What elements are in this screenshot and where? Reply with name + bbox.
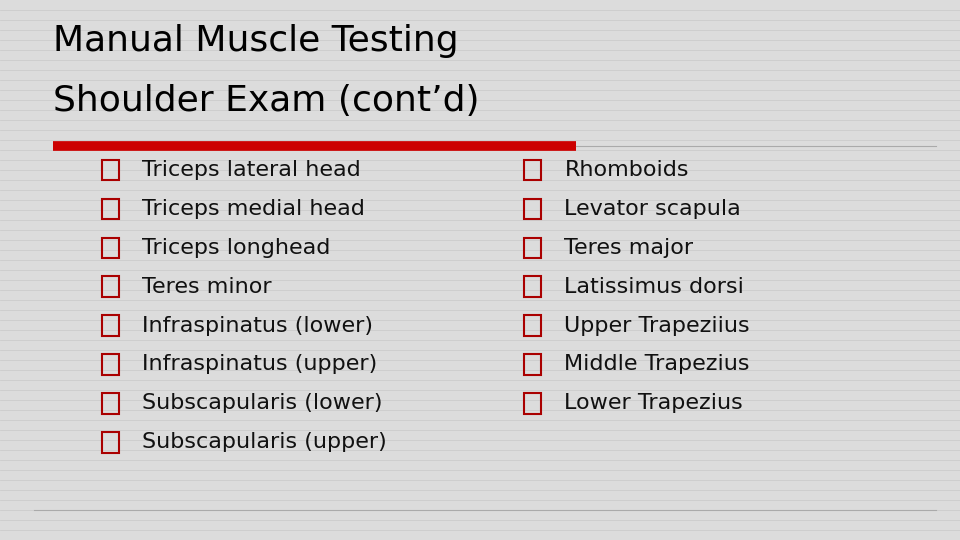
Bar bbox=[102, 315, 119, 336]
Bar bbox=[524, 393, 541, 414]
Text: Subscapularis (upper): Subscapularis (upper) bbox=[142, 432, 387, 453]
Text: Upper Trapeziius: Upper Trapeziius bbox=[564, 315, 750, 336]
Text: Rhomboids: Rhomboids bbox=[564, 160, 689, 180]
Text: Triceps medial head: Triceps medial head bbox=[142, 199, 365, 219]
Bar bbox=[524, 354, 541, 375]
Text: Manual Muscle Testing: Manual Muscle Testing bbox=[53, 24, 459, 58]
Bar bbox=[524, 315, 541, 336]
Bar bbox=[102, 199, 119, 219]
Text: Levator scapula: Levator scapula bbox=[564, 199, 741, 219]
Bar bbox=[102, 432, 119, 453]
Text: Subscapularis (lower): Subscapularis (lower) bbox=[142, 393, 383, 414]
Text: Infraspinatus (upper): Infraspinatus (upper) bbox=[142, 354, 377, 375]
Text: Triceps longhead: Triceps longhead bbox=[142, 238, 330, 258]
Bar bbox=[102, 276, 119, 297]
Text: Shoulder Exam (cont’d): Shoulder Exam (cont’d) bbox=[53, 84, 479, 118]
Bar bbox=[102, 354, 119, 375]
Bar bbox=[102, 393, 119, 414]
Text: Triceps lateral head: Triceps lateral head bbox=[142, 160, 361, 180]
Text: Middle Trapezius: Middle Trapezius bbox=[564, 354, 750, 375]
Text: Teres minor: Teres minor bbox=[142, 276, 272, 297]
Bar bbox=[102, 160, 119, 180]
Bar bbox=[102, 238, 119, 258]
Bar bbox=[524, 160, 541, 180]
Text: Lower Trapezius: Lower Trapezius bbox=[564, 393, 743, 414]
Bar bbox=[524, 276, 541, 297]
Text: Teres major: Teres major bbox=[564, 238, 694, 258]
Text: Infraspinatus (lower): Infraspinatus (lower) bbox=[142, 315, 373, 336]
Text: Latissimus dorsi: Latissimus dorsi bbox=[564, 276, 744, 297]
Bar bbox=[524, 238, 541, 258]
Bar bbox=[524, 199, 541, 219]
